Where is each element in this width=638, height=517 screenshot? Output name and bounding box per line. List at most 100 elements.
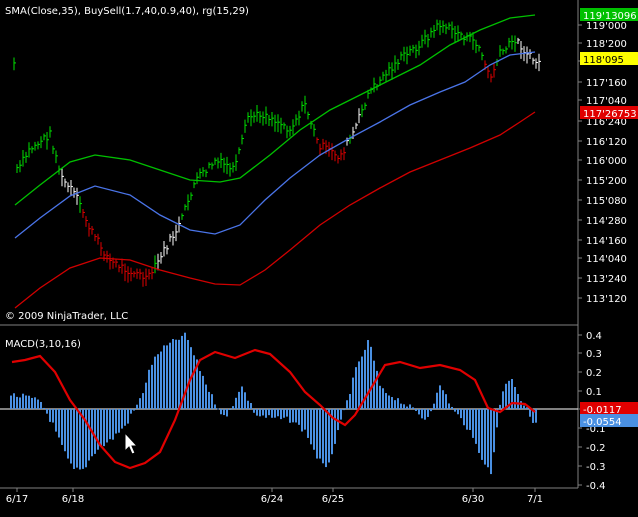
x-tick-label: 6/24: [261, 494, 283, 505]
macd-histogram-bar: [331, 409, 333, 455]
macd-histogram-bar: [499, 404, 501, 409]
macd-histogram-bar: [172, 339, 174, 409]
macd-histogram-bar: [136, 404, 138, 409]
lower-band-line: [14, 111, 536, 309]
macd-histogram-bar: [505, 383, 507, 409]
macd-histogram-bar: [400, 403, 402, 409]
macd-histogram-bar: [229, 409, 231, 410]
macd-histogram-bar: [193, 355, 195, 409]
macd-histogram-bar: [100, 409, 102, 446]
macd-last-label-bg: [580, 414, 638, 427]
macd-histogram-bar: [493, 409, 495, 453]
macd-histogram-bar: [175, 339, 177, 409]
price-y-tick-label: 116'000: [586, 156, 627, 167]
macd-histogram-bar: [295, 409, 297, 423]
macd-histogram-bar: [103, 409, 105, 447]
price-indicator-legend: SMA(Close,35), BuySell(1.7,40,0.9,40), r…: [5, 6, 249, 17]
macd-histogram-bar: [445, 394, 447, 409]
macd-histogram-bar: [205, 384, 207, 409]
price-last-label-bg: [580, 52, 638, 65]
macd-histogram-bar: [226, 409, 228, 417]
macd-histogram-bar: [235, 397, 237, 409]
macd-histogram-bar: [151, 364, 153, 409]
price-y-tick-label: 116'120: [586, 137, 627, 148]
macd-histogram-bar: [286, 409, 288, 417]
macd-histogram-bar: [478, 409, 480, 453]
macd-y-tick-label: 0.1: [586, 387, 602, 398]
macd-histogram-bar: [487, 409, 489, 468]
macd-histogram-bar: [433, 403, 435, 409]
macd-histogram-bar: [415, 409, 417, 411]
price-last-label: 117'26753: [583, 109, 637, 120]
sma-line: [14, 51, 536, 239]
macd-histogram-bar: [184, 332, 186, 409]
macd-histogram-bar: [481, 409, 483, 460]
macd-histogram-bar: [148, 369, 150, 409]
macd-histogram-bar: [301, 409, 303, 432]
macd-histogram-bar: [256, 409, 258, 416]
macd-histogram-bar: [436, 392, 438, 409]
macd-histogram-bar: [121, 409, 123, 429]
macd-histogram-bar: [427, 409, 429, 417]
price-y-tick-label: 119'000: [586, 21, 627, 32]
macd-histogram-bar: [409, 404, 411, 409]
macd-histogram-bar: [358, 361, 360, 409]
macd-histogram-bar: [55, 409, 57, 432]
macd-histogram-bar: [283, 409, 285, 418]
macd-histogram-bar: [502, 391, 504, 409]
macd-histogram-bar: [97, 409, 99, 450]
macd-histogram-bar: [442, 390, 444, 409]
macd-histogram-bar: [523, 405, 525, 409]
macd-histogram-bar: [238, 391, 240, 409]
price-last-label-bg: [580, 8, 638, 21]
price-last-label-bg: [580, 106, 638, 119]
macd-histogram-bar: [145, 382, 147, 409]
macd-histogram-bar: [178, 339, 180, 409]
macd-histogram-bar: [376, 370, 378, 409]
macd-histogram-bar: [496, 409, 498, 428]
macd-indicator-legend: MACD(3,10,16): [5, 339, 81, 350]
macd-histogram-bar: [526, 407, 528, 409]
price-y-tick-label: 115'200: [586, 176, 627, 187]
macd-histogram-bar: [88, 409, 90, 461]
macd-histogram-bar: [250, 403, 252, 409]
macd-histogram-bar: [244, 392, 246, 409]
macd-histogram-bar: [418, 409, 420, 415]
macd-histogram-bar: [529, 409, 531, 417]
macd-histogram-bar: [130, 409, 132, 414]
macd-histogram-bar: [328, 409, 330, 463]
macd-histogram-bar: [307, 409, 309, 438]
upper-band-line: [14, 14, 536, 206]
macd-histogram-bar: [517, 393, 519, 409]
price-panel[interactable]: SMA(Close,35), BuySell(1.7,40,0.9,40), r…: [0, 0, 638, 488]
macd-histogram-bar: [259, 409, 261, 417]
macd-histogram-bar: [181, 335, 183, 409]
macd-histogram-bar: [352, 377, 354, 409]
macd-histogram-bar: [163, 345, 165, 409]
macd-histogram-bar: [25, 395, 27, 409]
macd-histogram-bar: [16, 396, 18, 409]
macd-histogram-bar: [208, 391, 210, 409]
macd-histogram-bar: [316, 409, 318, 459]
x-tick-label: 6/30: [462, 494, 484, 505]
macd-histogram-bar: [85, 409, 87, 468]
macd-histogram-bar: [109, 409, 111, 440]
macd-histogram-bar: [46, 409, 48, 414]
price-y-tick-label: 113'240: [586, 274, 627, 285]
macd-histogram-bar: [289, 409, 291, 423]
macd-y-tick-label: -0.2: [586, 443, 606, 454]
macd-y-tick-label: 0.3: [586, 349, 602, 360]
macd-histogram-bar: [343, 409, 345, 411]
macd-histogram-bar: [364, 349, 366, 409]
macd-histogram-bar: [79, 409, 81, 470]
macd-histogram-bar: [280, 409, 282, 420]
macd-histogram-bar: [94, 409, 96, 454]
macd-histogram-bar: [475, 409, 477, 444]
macd-panel[interactable]: MACD(3,10,16) 0.40.30.20.10-0.1-0.2-0.3-…: [0, 331, 638, 492]
macd-histogram-bar: [448, 403, 450, 409]
macd-histogram-bar: [211, 394, 213, 409]
macd-histogram-bar: [439, 385, 441, 409]
macd-histogram-bar: [247, 400, 249, 409]
